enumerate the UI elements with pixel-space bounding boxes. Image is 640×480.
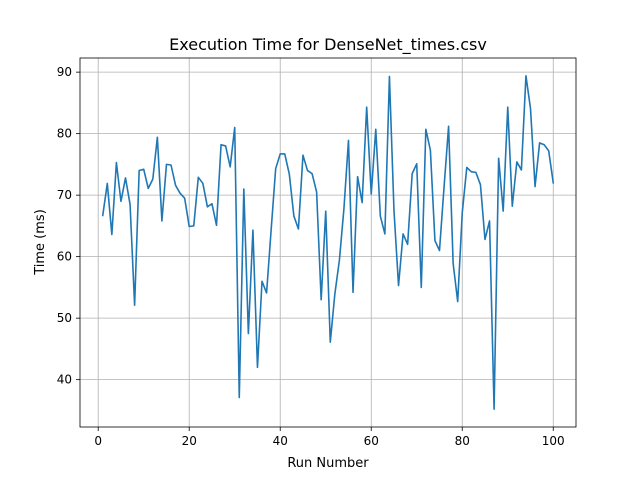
chart-title: Execution Time for DenseNet_times.csv xyxy=(169,35,487,55)
y-tick-label: 90 xyxy=(57,65,72,79)
y-axis-ticks: 40 50 60 70 80 90 xyxy=(57,65,80,387)
series-layer xyxy=(101,75,555,410)
y-axis-label: Time (ms) xyxy=(33,209,48,276)
plot-frame xyxy=(79,57,577,428)
x-tick-label: 100 xyxy=(542,434,565,448)
x-tick-label: 40 xyxy=(273,434,288,448)
x-tick-label: 80 xyxy=(455,434,470,448)
x-axis-ticks: 0 20 40 60 80 100 xyxy=(94,427,565,448)
y-tick-label: 70 xyxy=(57,188,72,202)
x-axis-label: Run Number xyxy=(287,456,369,471)
grid-lines xyxy=(80,58,576,427)
y-tick-label: 60 xyxy=(57,250,72,264)
x-tick-label: 0 xyxy=(94,434,102,448)
y-tick-label: 40 xyxy=(57,373,72,387)
y-tick-label: 50 xyxy=(57,311,72,325)
y-tick-label: 80 xyxy=(57,127,72,141)
series-line xyxy=(101,75,555,410)
x-tick-label: 60 xyxy=(364,434,379,448)
x-tick-label: 20 xyxy=(182,434,197,448)
